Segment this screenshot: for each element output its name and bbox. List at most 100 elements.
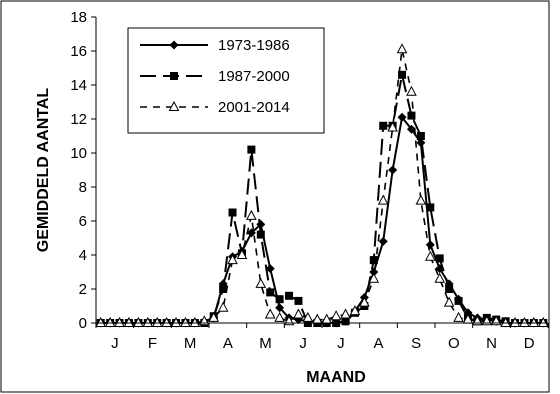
triangle-marker [424,250,436,261]
x-tick-label: J [299,335,307,352]
y-tick-label: 2 [79,281,87,298]
y-tick-label: 10 [70,145,87,162]
square-marker [379,121,388,130]
triangle-marker [208,311,220,322]
diamond-marker [169,40,179,50]
square-marker [407,111,416,120]
x-tick-label: A [223,335,233,352]
triangle-marker [528,316,540,327]
triangle-marker [340,308,351,319]
triangle-marker [151,316,163,327]
square-marker [435,254,444,263]
diamond-marker [246,228,256,238]
triangle-marker [246,209,257,220]
y-tick-label: 14 [70,77,87,94]
diamond-marker [265,264,275,274]
x-axis-title: MAAND [306,369,366,386]
x-tick-label: O [448,335,460,352]
triangle-marker [377,194,389,205]
triangle-marker [227,254,238,265]
triangle-marker [104,316,116,327]
legend-label: 1987-2000 [218,68,290,85]
y-axis-ticks: 0 2 4 6 8 10 12 14 16 18 [70,9,96,332]
legend-label: 1973-1986 [218,37,290,54]
square-marker [266,288,275,297]
diamond-marker [406,124,416,134]
triangle-marker [142,316,154,327]
diamond-marker [397,112,407,122]
square-marker [341,317,350,326]
triangle-marker [255,277,267,288]
triangle-marker [500,316,511,327]
square-marker [294,296,303,305]
triangle-marker [170,316,182,327]
square-marker [247,145,256,154]
diamond-marker [378,236,388,246]
square-marker [228,208,237,217]
square-marker [398,70,407,79]
triangle-marker [302,311,314,322]
triangle-marker [349,305,361,316]
y-tick-label: 12 [70,111,87,128]
x-tick-label: J [111,335,119,352]
x-tick-label: S [411,335,421,352]
triangle-marker [330,310,342,321]
triangle-marker [123,316,135,327]
triangle-marker [537,316,549,327]
triangle-marker [114,316,125,327]
y-tick-label: 6 [79,213,87,230]
square-marker [445,285,454,293]
y-tick-label: 0 [79,315,87,332]
diamond-marker [369,267,379,277]
square-marker [285,291,294,300]
triangle-marker [443,296,455,307]
triangle-marker [274,311,285,322]
triangle-marker [217,301,229,312]
triangle-marker [387,121,398,132]
square-marker [219,285,228,293]
triangle-marker [406,85,417,96]
triangle-marker [95,316,107,327]
x-tick-label: F [148,335,157,352]
y-tick-label: 4 [79,247,87,264]
triangle-marker [434,272,446,283]
square-marker [369,256,378,265]
legend: 1973-1986 1987-2000 2001-2014 [127,27,325,134]
diamond-marker [275,303,285,313]
x-tick-label: M [184,335,197,352]
x-tick-label: A [373,335,383,352]
x-tick-label: N [486,335,497,352]
triangle-marker [415,194,427,205]
y-tick-label: 8 [79,179,87,196]
legend-label: 2001-2014 [218,99,290,116]
x-tick-label: M [259,335,272,352]
triangle-marker [133,316,144,327]
triangle-marker [161,316,172,327]
y-axis-title: GEMIDDELD AANTAL [35,88,52,253]
y-tick-label: 18 [70,9,87,26]
square-marker [416,132,425,140]
triangle-marker [519,316,530,327]
triangle-marker [189,316,201,327]
triangle-marker [293,308,304,319]
diamond-marker [388,165,398,175]
square-marker [275,295,284,304]
triangle-marker [180,316,191,327]
x-tick-label: J [337,335,345,352]
triangle-marker [359,296,370,307]
y-tick-label: 16 [70,43,87,60]
square-marker [426,203,435,212]
square-marker [170,72,178,80]
triangle-marker [509,316,521,327]
x-tick-label: D [524,335,535,352]
triangle-marker [168,100,180,111]
triangle-marker [368,272,380,283]
square-marker [256,230,265,239]
triangle-marker [453,311,464,322]
triangle-marker [236,248,248,259]
triangle-marker [396,43,408,54]
square-marker [454,296,463,305]
triangle-marker [264,308,276,319]
